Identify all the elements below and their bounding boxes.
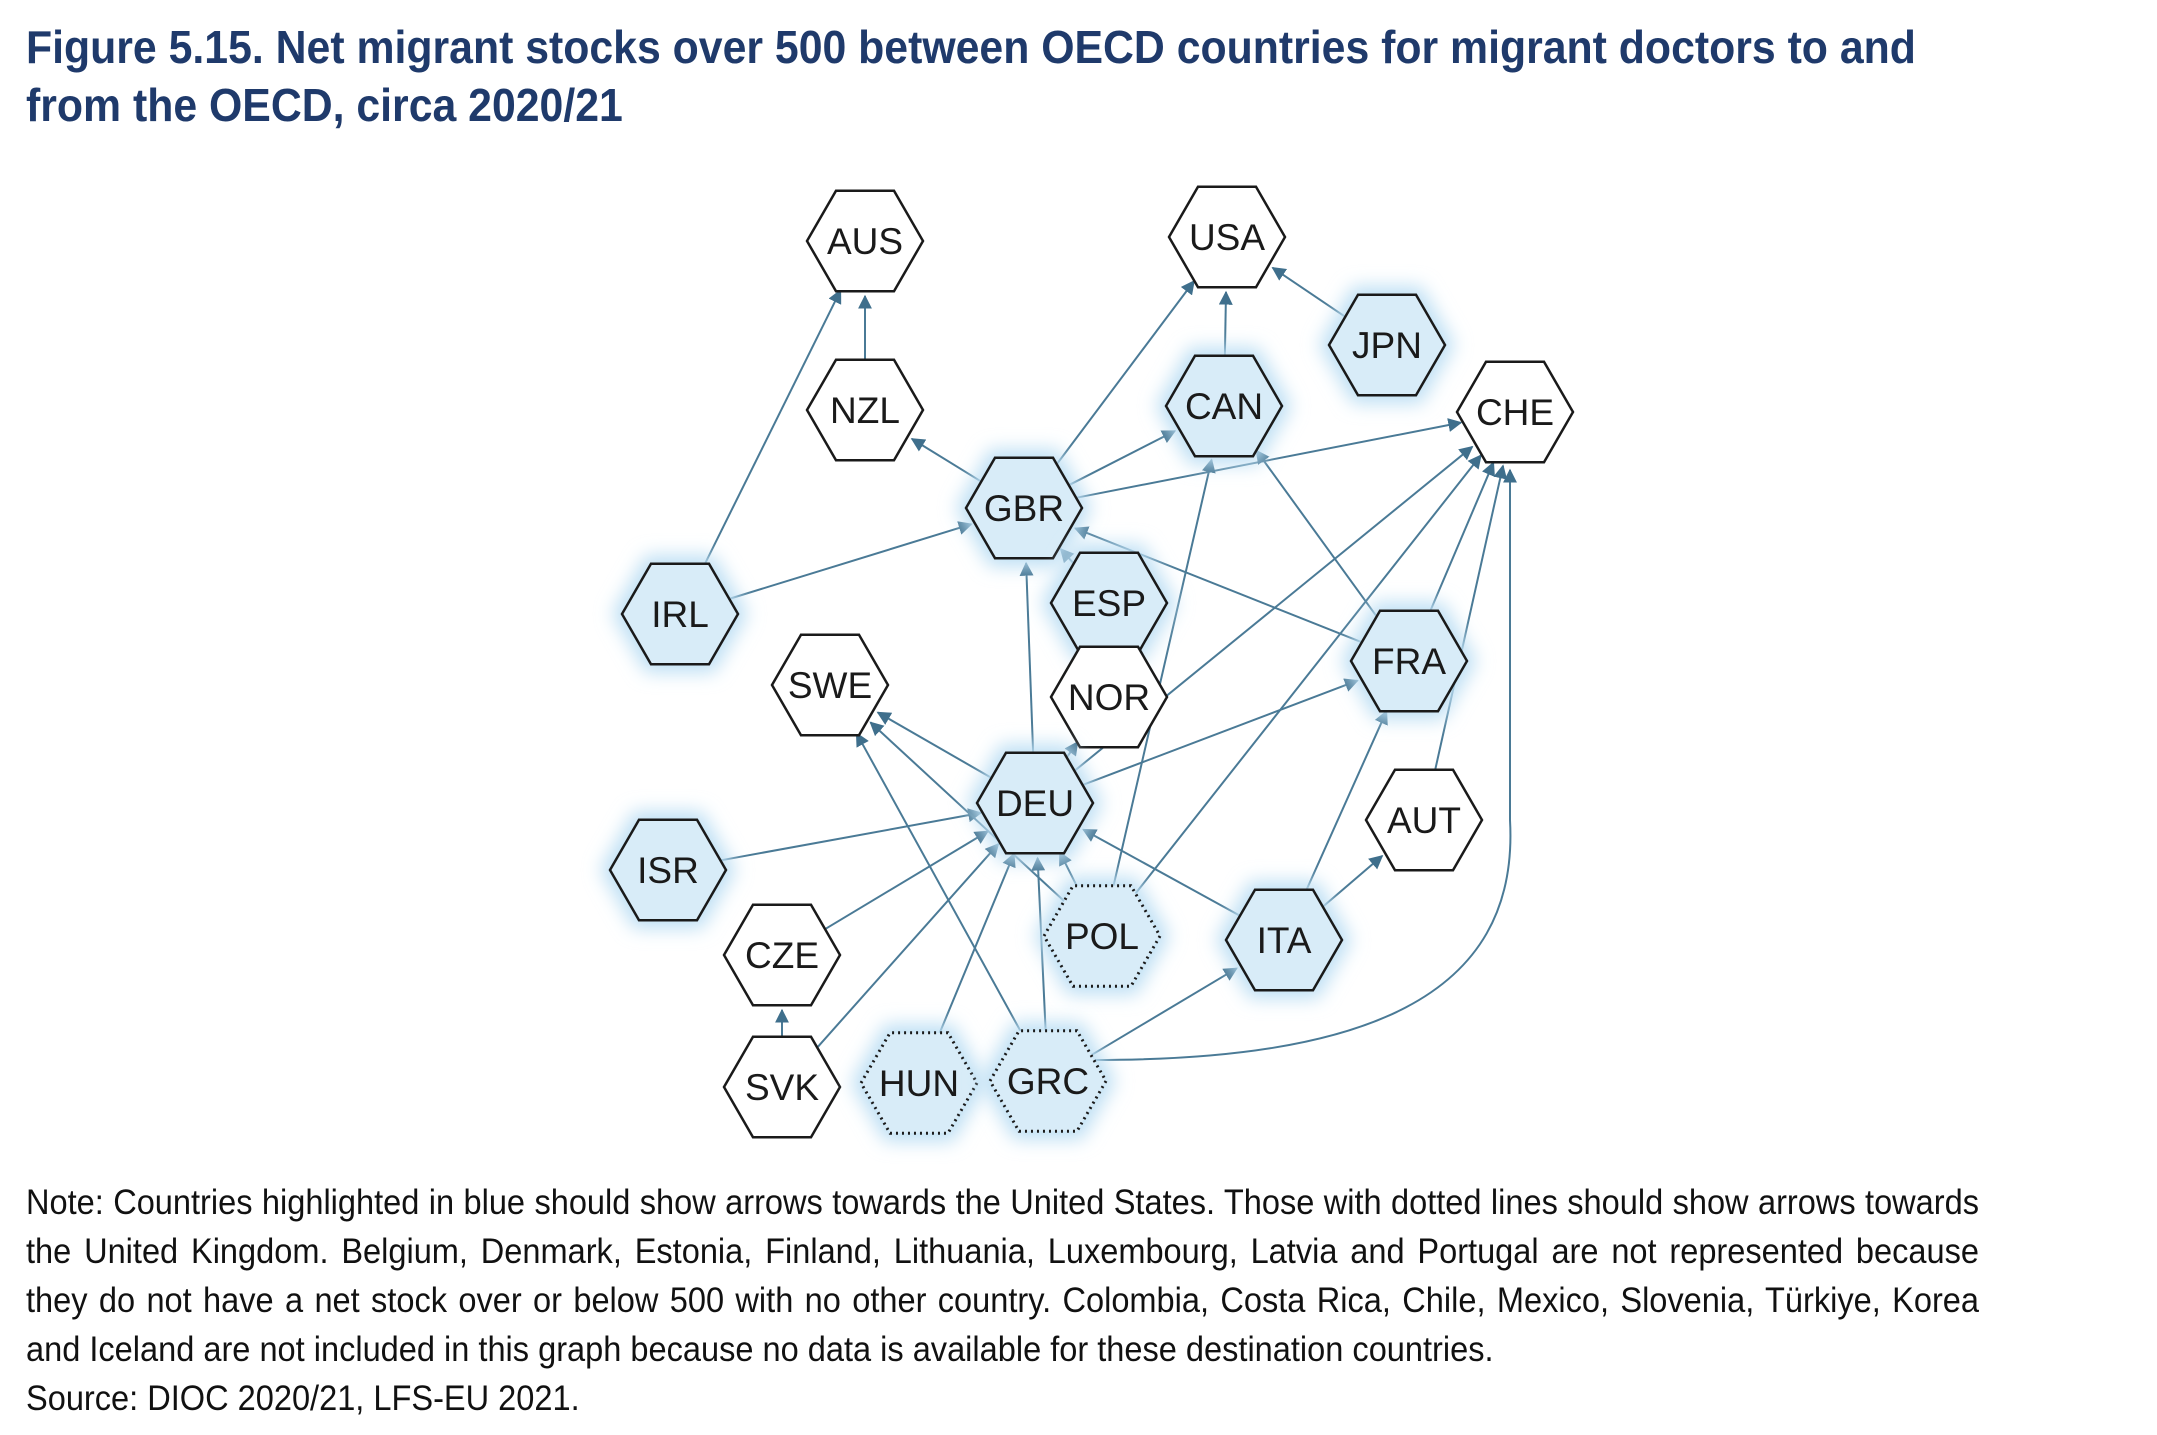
note-block: Note: Countries highlighted in blue shou… <box>26 1178 1979 1423</box>
node-hexagon <box>1224 888 1344 992</box>
node-label: ITA <box>1257 920 1312 961</box>
node-label: FRA <box>1372 641 1446 682</box>
edge-hun-to-deu <box>937 852 1016 1037</box>
node-label: ESP <box>1072 583 1146 624</box>
node-gbr: GBR <box>956 449 1092 567</box>
node-hexagon <box>1455 360 1575 464</box>
edge-isr-to-deu <box>718 808 983 862</box>
node-hexagon <box>620 562 740 666</box>
node-hexagon <box>1167 185 1287 289</box>
edge-gbr-to-nzl <box>910 438 982 483</box>
node-label: CZE <box>745 935 819 976</box>
node-label: AUT <box>1387 800 1461 841</box>
edge-can-to-usa <box>1218 290 1233 356</box>
node-label: GRC <box>1007 1061 1089 1102</box>
node-label: IRL <box>651 594 709 635</box>
note-text: Note: Countries highlighted in blue shou… <box>26 1183 1979 1369</box>
node-cze: CZE <box>722 903 842 1007</box>
node-che: CHE <box>1455 360 1575 464</box>
edge-fra-to-can <box>1255 449 1380 621</box>
edge-aut-to-che <box>1434 464 1508 771</box>
nodes-layer: AUS USA JPN NZL CAN CHE GBR IRL ESP NOR FRA SWE DEU A… <box>600 185 1575 1142</box>
node-label: DEU <box>996 783 1074 824</box>
edge-svk-to-deu <box>815 843 1000 1050</box>
node-hexagon <box>859 1031 979 1135</box>
edge-fra-to-che <box>1428 461 1495 615</box>
node-hexagon <box>770 633 890 737</box>
node-hun: HUN <box>851 1024 987 1142</box>
node-swe: SWE <box>770 633 890 737</box>
node-label: ISR <box>637 850 699 891</box>
node-aus: AUS <box>805 189 925 293</box>
edge-deu-to-gbr <box>1019 561 1035 753</box>
node-hexagon <box>975 751 1095 855</box>
node-hexagon <box>805 358 925 462</box>
node-irl: IRL <box>612 555 748 673</box>
edge-irl-to-gbr <box>728 521 973 600</box>
node-ita: ITA <box>1216 881 1352 999</box>
node-aut: AUT <box>1364 768 1484 872</box>
node-label: NOR <box>1068 677 1150 718</box>
edge-cze-to-deu <box>825 830 990 930</box>
edge-ita-to-fra <box>1303 710 1388 894</box>
node-hexagon <box>1164 354 1284 458</box>
node-hexagon <box>608 818 728 922</box>
edge-jpn-to-usa <box>1271 266 1346 318</box>
edge-pol-to-swe <box>869 721 1066 903</box>
node-hexagon <box>1049 645 1169 749</box>
node-can: CAN <box>1156 347 1292 465</box>
node-label: NZL <box>830 390 900 431</box>
edge-gbr-to-usa <box>1053 279 1195 468</box>
edge-grc-to-swe <box>855 732 1025 1037</box>
node-grc: GRC <box>980 1022 1116 1140</box>
source-text: Source: DIOC 2020/21, LFS-EU 2021. <box>26 1379 580 1418</box>
node-label: SWE <box>788 665 872 706</box>
node-hexagon <box>722 903 842 1007</box>
edge-grc-to-che <box>1094 468 1517 1061</box>
edge-gbr-to-can <box>1069 430 1177 486</box>
edge-deu-to-swe <box>876 711 992 779</box>
node-label: SVK <box>745 1067 819 1108</box>
node-hexagon <box>1042 884 1162 988</box>
node-isr: ISR <box>600 811 736 929</box>
node-esp: ESP <box>1041 544 1177 662</box>
node-hexagon <box>988 1029 1108 1133</box>
node-label: POL <box>1065 916 1139 957</box>
edge-irl-to-aus <box>701 289 842 569</box>
node-hexagon <box>805 189 925 293</box>
node-hexagon <box>1327 293 1447 397</box>
edge-deu-to-fra <box>1082 678 1359 786</box>
node-label: HUN <box>879 1063 959 1104</box>
edge-pol-to-can <box>1112 458 1216 887</box>
node-deu: DEU <box>967 744 1103 862</box>
edge-ita-to-aut <box>1322 854 1384 908</box>
node-label: USA <box>1189 217 1265 258</box>
edge-pol-to-che <box>1132 454 1482 897</box>
node-label: GBR <box>984 488 1064 529</box>
node-nor: NOR <box>1049 645 1169 749</box>
edges-layer <box>701 266 1517 1061</box>
node-label: CAN <box>1185 386 1263 427</box>
node-hexagon <box>1349 609 1469 713</box>
edge-ita-to-deu <box>1082 828 1240 917</box>
figure-title: Figure 5.15. Net migrant stocks over 500… <box>26 21 1916 131</box>
node-usa: USA <box>1167 185 1287 289</box>
node-nzl: NZL <box>805 358 925 462</box>
node-hexagon <box>722 1035 842 1139</box>
node-fra: FRA <box>1341 602 1477 720</box>
node-jpn: JPN <box>1319 286 1455 404</box>
node-label: AUS <box>827 221 903 262</box>
node-pol: POL <box>1034 877 1170 995</box>
node-hexagon <box>1364 768 1484 872</box>
node-svk: SVK <box>722 1035 842 1139</box>
node-label: CHE <box>1476 392 1554 433</box>
node-hexagon <box>964 456 1084 560</box>
node-label: JPN <box>1352 325 1422 366</box>
edge-grc-to-ita <box>1091 967 1238 1056</box>
